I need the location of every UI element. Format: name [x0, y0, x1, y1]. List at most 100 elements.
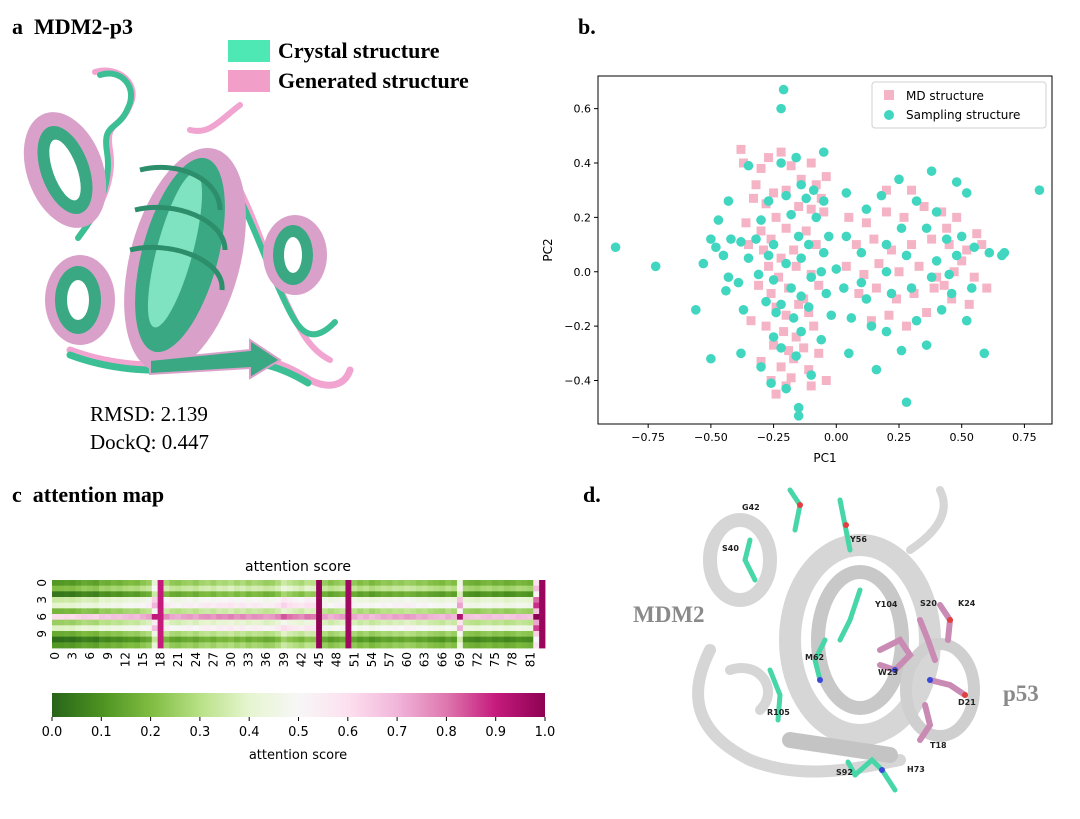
- heatmap-cell: [521, 591, 528, 598]
- heatmap-cell: [474, 619, 481, 626]
- heatmap-cell: [539, 614, 546, 621]
- heatmap-x-tick: 78: [506, 652, 520, 667]
- heatmap-cell: [169, 580, 176, 587]
- heatmap-cell: [474, 585, 481, 592]
- heatmap-cell: [140, 597, 147, 604]
- heatmap-cell: [310, 608, 317, 615]
- heatmap-cell: [280, 631, 288, 638]
- heatmap-cell: [333, 580, 340, 587]
- heatmap-cell: [498, 642, 505, 649]
- heatmap-cell: [81, 602, 88, 609]
- heatmap-cell: [157, 631, 164, 638]
- heatmap-cell: [439, 597, 446, 604]
- heatmap-cell: [52, 580, 59, 587]
- heatmap-cell: [151, 614, 159, 621]
- heatmap-cell: [292, 642, 299, 649]
- heatmap-cell: [480, 619, 487, 626]
- sampling-structure-point: [793, 411, 804, 421]
- heatmap-cell: [216, 619, 223, 626]
- heatmap-cell: [251, 585, 258, 592]
- sampling-structure-point: [921, 223, 932, 234]
- heatmap-cell: [52, 642, 59, 649]
- heatmap-cell: [521, 631, 528, 638]
- heatmap-cell: [63, 642, 71, 649]
- heatmap-cell: [263, 580, 270, 587]
- heatmap-cell: [128, 597, 135, 604]
- heatmap-cell: [392, 625, 399, 632]
- heatmap-cell: [492, 631, 499, 638]
- heatmap-cell: [498, 602, 505, 609]
- sampling-structure-point: [844, 348, 854, 359]
- heatmap-cell: [374, 636, 382, 643]
- heatmap-cell: [404, 619, 411, 626]
- heatmap-cell: [327, 625, 335, 632]
- heatmap-cell: [321, 631, 329, 638]
- heatmap-cell: [433, 580, 440, 587]
- heatmap-cell: [498, 619, 505, 626]
- heatmap-cell: [439, 602, 446, 609]
- heatmap-cell: [456, 614, 464, 621]
- md-structure-point: [764, 153, 774, 163]
- heatmap-cell: [415, 636, 423, 643]
- heatmap-cell: [280, 614, 288, 621]
- heatmap-cell: [392, 631, 399, 638]
- heatmap-cell: [509, 625, 517, 632]
- heatmap-cell: [69, 585, 76, 592]
- heatmap-cell: [492, 580, 499, 587]
- heatmap-cell: [75, 608, 82, 615]
- md-structure-point: [799, 343, 809, 353]
- heatmap-cell: [451, 614, 458, 621]
- sampling-structure-point: [776, 343, 786, 353]
- heatmap-cell: [116, 602, 123, 609]
- heatmap-cell: [304, 585, 311, 592]
- heatmap-cell: [404, 631, 411, 638]
- heatmap-cell: [304, 602, 311, 609]
- heatmap-cell: [216, 597, 223, 604]
- heatmap-cell: [181, 591, 188, 598]
- heatmap-cell: [275, 631, 282, 638]
- heatmap-cell: [468, 619, 475, 626]
- heatmap-cell: [163, 614, 170, 621]
- heatmap-cell: [533, 642, 540, 649]
- heatmap-cell: [509, 580, 517, 587]
- heatmap-cell: [245, 602, 252, 609]
- heatmap-cell: [93, 580, 100, 587]
- heatmap-cell: [286, 642, 294, 649]
- heatmap-cell: [186, 580, 194, 587]
- sampling-structure-point: [818, 247, 829, 258]
- heatmap-cell: [204, 642, 211, 649]
- heatmap-cell: [374, 591, 382, 598]
- heatmap-cell: [339, 625, 346, 632]
- heatmap-cell: [345, 619, 352, 626]
- heatmap-cell: [445, 597, 452, 604]
- sampling-structure-point: [821, 288, 832, 299]
- heatmap-cell: [140, 591, 147, 598]
- sampling-structure-point: [881, 326, 892, 337]
- heatmap-cell: [69, 608, 76, 615]
- md-structure-point: [881, 207, 891, 217]
- heatmap-cell: [527, 597, 534, 604]
- heatmap-cell: [257, 580, 264, 587]
- heatmap-x-tick: 3: [66, 652, 80, 660]
- heatmap-cell: [451, 602, 458, 609]
- heatmap-x-tick: 6: [83, 652, 97, 660]
- heatmap-cell: [521, 636, 528, 643]
- heatmap-cell: [427, 585, 434, 592]
- heatmap-cell: [239, 636, 247, 643]
- heatmap-cell: [216, 580, 223, 587]
- heatmap-cell: [398, 642, 405, 649]
- heatmap-cell: [63, 619, 71, 626]
- md-structure-point: [909, 289, 919, 298]
- heatmap-cell: [462, 642, 470, 649]
- heatmap-cell: [52, 631, 59, 638]
- heatmap-cell: [415, 608, 423, 615]
- heatmap-cell: [157, 636, 164, 643]
- p53-label: p53: [1003, 681, 1039, 706]
- heatmap-cell: [515, 580, 522, 587]
- sampling-structure-point: [951, 177, 962, 187]
- heatmap-cell: [87, 597, 94, 604]
- heatmap-cell: [104, 631, 112, 638]
- heatmap-cell: [539, 608, 546, 615]
- heatmap-cell: [462, 631, 470, 638]
- heatmap-cell: [321, 642, 329, 649]
